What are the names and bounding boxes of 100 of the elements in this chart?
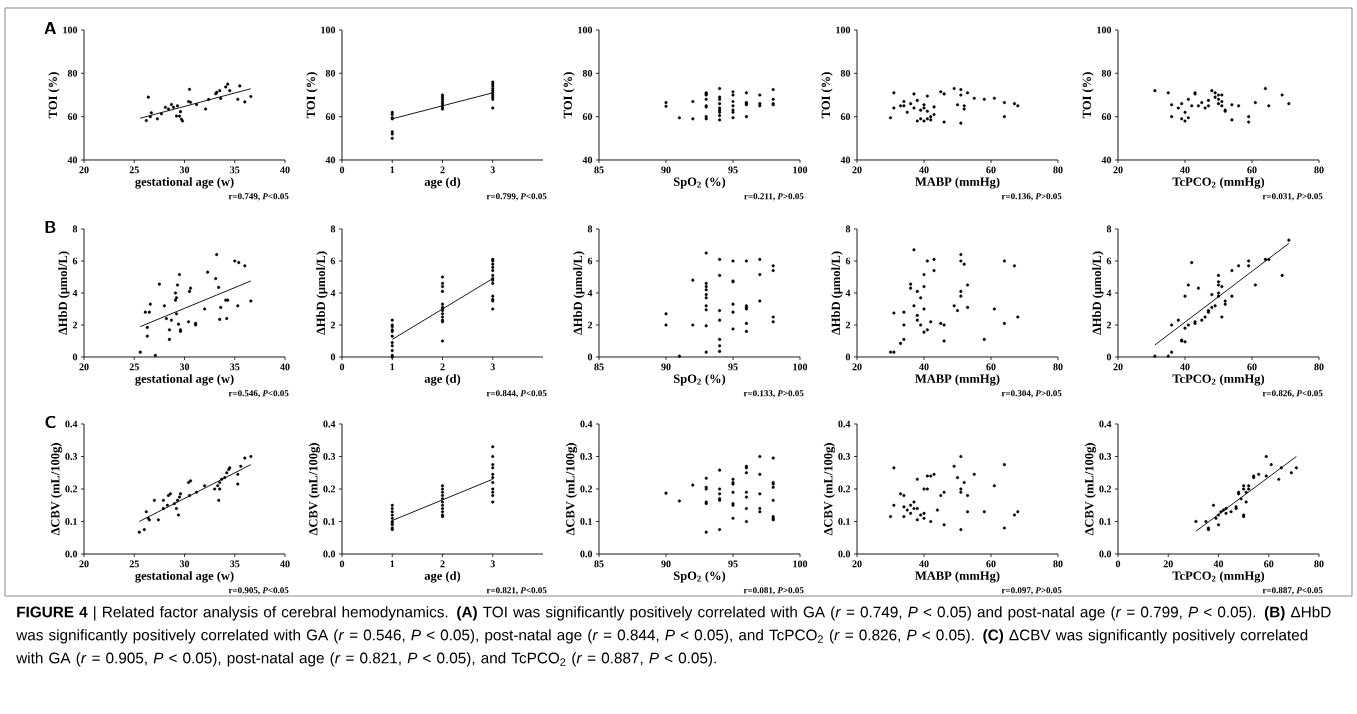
x-tick-label: 90 xyxy=(661,166,671,174)
y-tick-label: 8 xyxy=(330,225,336,233)
y-tick-label: 0.1 xyxy=(838,518,850,525)
y-tick-label: 40 xyxy=(67,156,78,164)
y-tick-label: 60 xyxy=(325,113,336,121)
x-tick-label: 0 xyxy=(1115,560,1121,568)
x-axis-title: SpO$_{2}$ (%) xyxy=(673,177,726,189)
y-tick-label: 6 xyxy=(845,257,851,265)
x-tick-label: 40 xyxy=(280,363,290,371)
y-tick-label: 6 xyxy=(72,257,78,265)
y-axis-title: TOI (%) xyxy=(821,72,833,119)
y-axis-title: ΔCBV (mL/100g) xyxy=(50,443,63,536)
y-axis-title: ΔHbD (μmol/L) xyxy=(1092,251,1104,335)
y-tick-label: 0.0 xyxy=(1099,550,1112,558)
text: r=0.546, P<0.05 xyxy=(228,390,289,398)
y-tick-label: 0 xyxy=(330,353,336,361)
text: r=0.081, P>0.05 xyxy=(743,587,804,595)
x-tick-label: 20 xyxy=(79,363,89,371)
x-tick-label: 95 xyxy=(728,166,738,174)
x-tick-label: 85 xyxy=(594,166,604,174)
x-tick-label: 2 xyxy=(440,166,445,174)
y-tick-label: 100 xyxy=(836,26,851,34)
x-tick-label: 0 xyxy=(339,363,345,371)
y-tick-label: 0.3 xyxy=(323,453,336,460)
x-axis-title: MABP (mmHg) xyxy=(915,571,1000,583)
y-tick-label: 0.3 xyxy=(65,453,78,460)
y-tick-label: 2 xyxy=(1106,321,1112,329)
y-tick-label: 60 xyxy=(840,113,851,121)
text: r=0.097, P>0.05 xyxy=(1001,587,1062,595)
x-tick-label: 30 xyxy=(179,363,190,371)
x-tick-label: 95 xyxy=(728,560,738,568)
x-tick-label: 35 xyxy=(230,166,240,174)
x-tick-label: 100 xyxy=(793,363,808,371)
x-tick-label: 20 xyxy=(1113,166,1123,174)
y-tick-label: 40 xyxy=(582,156,593,164)
x-tick-label: 40 xyxy=(280,166,290,174)
x-tick-label: 60 xyxy=(986,560,996,568)
y-axis-title: TOI (%) xyxy=(48,72,60,119)
y-axis-title: ΔHbD (μmol/L) xyxy=(316,251,328,335)
x-tick-label: 25 xyxy=(129,363,139,371)
x-axis-title: MABP (mmHg) xyxy=(915,374,1000,386)
x-axis-title: TcPCO$_{2}$ (mmHg) xyxy=(1172,571,1265,583)
x-tick-label: 0 xyxy=(339,166,345,174)
x-tick-label: 20 xyxy=(852,560,862,568)
y-tick-label: 4 xyxy=(1106,289,1112,297)
x-tick-label: 3 xyxy=(490,560,495,568)
y-tick-label: 80 xyxy=(67,69,78,77)
y-tick-label: 0.2 xyxy=(1099,485,1112,493)
text: r=0.304, P>0.05 xyxy=(1001,390,1062,398)
text: r=0.821, P<0.05 xyxy=(486,587,547,595)
y-tick-label: 0.1 xyxy=(580,518,592,525)
text: r=0.887, P<0.05 xyxy=(1262,587,1323,595)
y-tick-label: 0.0 xyxy=(65,550,78,558)
y-tick-label: 0 xyxy=(587,353,593,361)
y-tick-label: 100 xyxy=(578,26,593,34)
y-tick-label: 80 xyxy=(582,69,593,77)
x-tick-label: 40 xyxy=(919,560,929,568)
x-axis-title: TcPCO$_{2}$ (mmHg) xyxy=(1172,374,1265,386)
y-tick-label: 0.4 xyxy=(1099,420,1112,428)
x-tick-label: 2 xyxy=(440,560,445,568)
y-tick-label: 0.2 xyxy=(580,485,593,493)
y-tick-label: 0.4 xyxy=(65,420,78,428)
y-tick-label: 6 xyxy=(1106,257,1112,265)
y-tick-label: 0.1 xyxy=(1099,518,1111,525)
y-tick-label: 0.4 xyxy=(323,420,336,428)
x-tick-label: 40 xyxy=(280,560,290,568)
x-tick-label: 20 xyxy=(852,166,862,174)
x-tick-label: 80 xyxy=(1053,363,1063,371)
y-tick-label: 60 xyxy=(67,113,78,121)
y-tick-label: 4 xyxy=(72,289,78,297)
x-tick-label: 90 xyxy=(661,363,671,371)
x-tick-label: 60 xyxy=(1247,166,1257,174)
x-axis-title: SpO$_{2}$ (%) xyxy=(673,571,726,583)
y-tick-label: 0.1 xyxy=(65,518,77,525)
y-tick-label: 0.3 xyxy=(580,453,593,460)
x-tick-label: 40 xyxy=(919,363,929,371)
y-tick-label: 4 xyxy=(330,289,336,297)
y-tick-label: 0.2 xyxy=(65,485,78,493)
x-tick-label: 35 xyxy=(230,363,240,371)
y-tick-label: 40 xyxy=(840,156,851,164)
y-tick-label: 0 xyxy=(845,353,851,361)
y-tick-label: 0.0 xyxy=(838,550,851,558)
y-tick-label: 6 xyxy=(330,257,336,265)
y-axis-title: ΔCBV (mL/100g) xyxy=(823,443,836,536)
x-tick-label: 100 xyxy=(793,560,808,568)
y-tick-label: 2 xyxy=(330,321,336,329)
y-tick-label: 0.1 xyxy=(323,518,335,525)
x-tick-label: 60 xyxy=(1264,560,1274,568)
x-tick-label: 40 xyxy=(1213,560,1224,568)
y-axis-title: ΔCBV (mL/100g) xyxy=(565,443,578,536)
y-tick-label: 100 xyxy=(321,26,336,34)
x-tick-label: 0 xyxy=(339,560,345,568)
text: r=0.031, P>0.05 xyxy=(1262,193,1323,201)
y-axis-title: TOI (%) xyxy=(1082,72,1094,119)
x-tick-label: 80 xyxy=(1053,560,1063,568)
x-tick-label: 35 xyxy=(230,560,240,568)
x-tick-label: 1 xyxy=(390,560,395,568)
y-tick-label: 2 xyxy=(845,321,851,329)
x-axis-title: age (d) xyxy=(424,177,461,189)
chart-title: A xyxy=(44,22,56,34)
